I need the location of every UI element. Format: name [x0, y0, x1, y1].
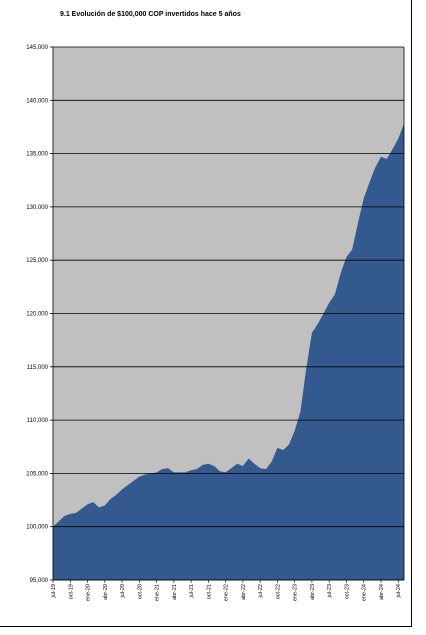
x-tick-label: jul-23	[327, 584, 333, 598]
y-tick-label: 135,000	[26, 152, 48, 158]
y-tick-label: 95,000	[30, 578, 49, 584]
x-tick-label: ene-20	[86, 584, 92, 601]
x-tick-label: ene-24	[362, 584, 368, 601]
series-area	[53, 123, 404, 580]
y-tick-label: 130,000	[26, 205, 48, 211]
y-tick-label: 115,000	[27, 365, 49, 371]
x-tick-label: abr-22	[241, 584, 247, 600]
chart-title: 9.1 Evolución de $100,000 COP invertidos…	[60, 11, 241, 18]
y-tick-label: 125,000	[26, 258, 48, 264]
x-tick-label: abr-21	[172, 584, 178, 600]
x-tick-label: oct-21	[206, 584, 212, 599]
y-tick-label: 140,000	[26, 98, 48, 104]
x-tick-label: abr-23	[310, 584, 316, 600]
x-tick-label: oct-19	[68, 584, 74, 599]
x-tick-label: abr-20	[103, 584, 109, 600]
y-tick-label: 100,000	[26, 525, 48, 531]
x-tick-label: jul-19	[51, 584, 57, 598]
y-tick-label: 110,000	[27, 418, 49, 424]
x-tick-label: ene-21	[155, 584, 161, 601]
y-tick-label: 120,000	[26, 312, 48, 318]
y-tick-label: 105,000	[26, 471, 48, 477]
chart-frame	[0, 0, 412, 627]
x-tick-label: abr-24	[379, 584, 385, 600]
x-tick-label: jul-24	[396, 584, 402, 598]
x-tick-label: oct-23	[344, 584, 350, 599]
y-tick-label: 145,000	[26, 45, 48, 51]
x-tick-label: jul-20	[120, 584, 126, 598]
x-tick-label: jul-22	[258, 584, 264, 598]
x-tick-label: jul-21	[189, 584, 195, 598]
x-tick-label: ene-23	[293, 584, 299, 601]
x-tick-label: oct-22	[275, 584, 281, 599]
x-tick-label: oct-20	[137, 584, 143, 599]
x-tick-label: ene-22	[224, 584, 230, 601]
